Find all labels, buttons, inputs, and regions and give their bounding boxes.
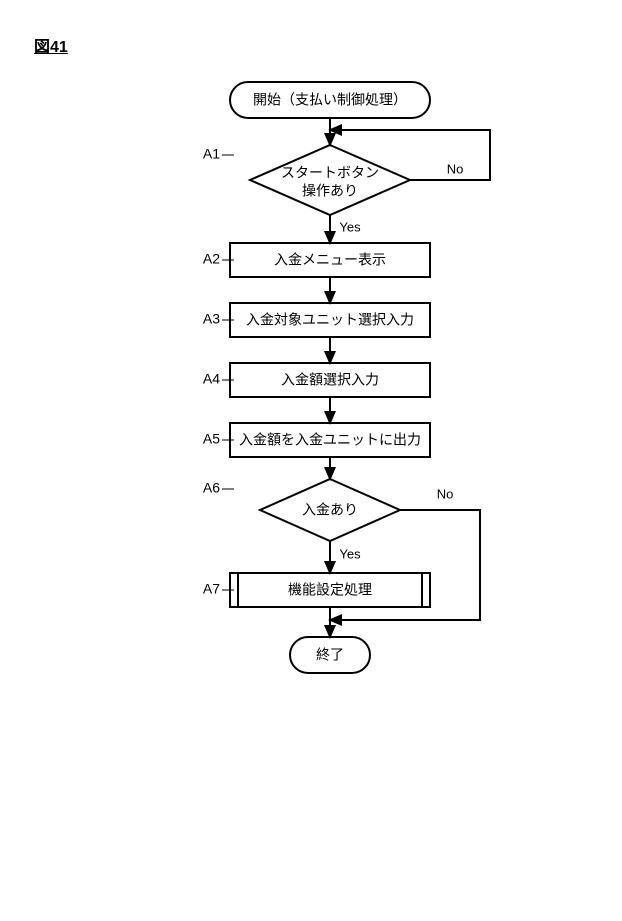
step-label-a4: A4 [203,371,220,387]
step-label-a3: A3 [203,311,220,327]
step-label-a7: A7 [203,581,220,597]
decision-text-a6: 入金あり [302,502,358,518]
edge-label-a1: No [447,161,464,176]
edge-label-a1: Yes [339,219,361,234]
edge-label-a6: No [437,486,454,501]
decision-text1-a1: スタートボタン [281,165,379,181]
flowchart-canvas: Yes Yes No No 開始（支払い制御処理） スタートボタン操作あり A1 入金メニュー… [0,0,622,921]
edge-loopback-a6 [330,510,480,620]
step-label-a2: A2 [203,251,220,267]
terminator-text-start: 開始（支払い制御処理） [253,92,407,108]
decision-text2-a1: 操作あり [302,183,358,199]
edge-label-a6: Yes [339,546,361,561]
process-text-a2: 入金メニュー表示 [274,252,386,268]
process-text-a3: 入金対象ユニット選択入力 [246,312,414,328]
step-label-a5: A5 [203,431,220,447]
process-text-a5: 入金額を入金ユニットに出力 [239,432,421,448]
step-label-a1: A1 [203,146,220,162]
process-text-a4: 入金額選択入力 [281,372,379,388]
step-label-a6: A6 [203,480,220,496]
subroutine-text-a7: 機能設定処理 [288,582,372,598]
terminator-text-end: 終了 [316,647,344,663]
